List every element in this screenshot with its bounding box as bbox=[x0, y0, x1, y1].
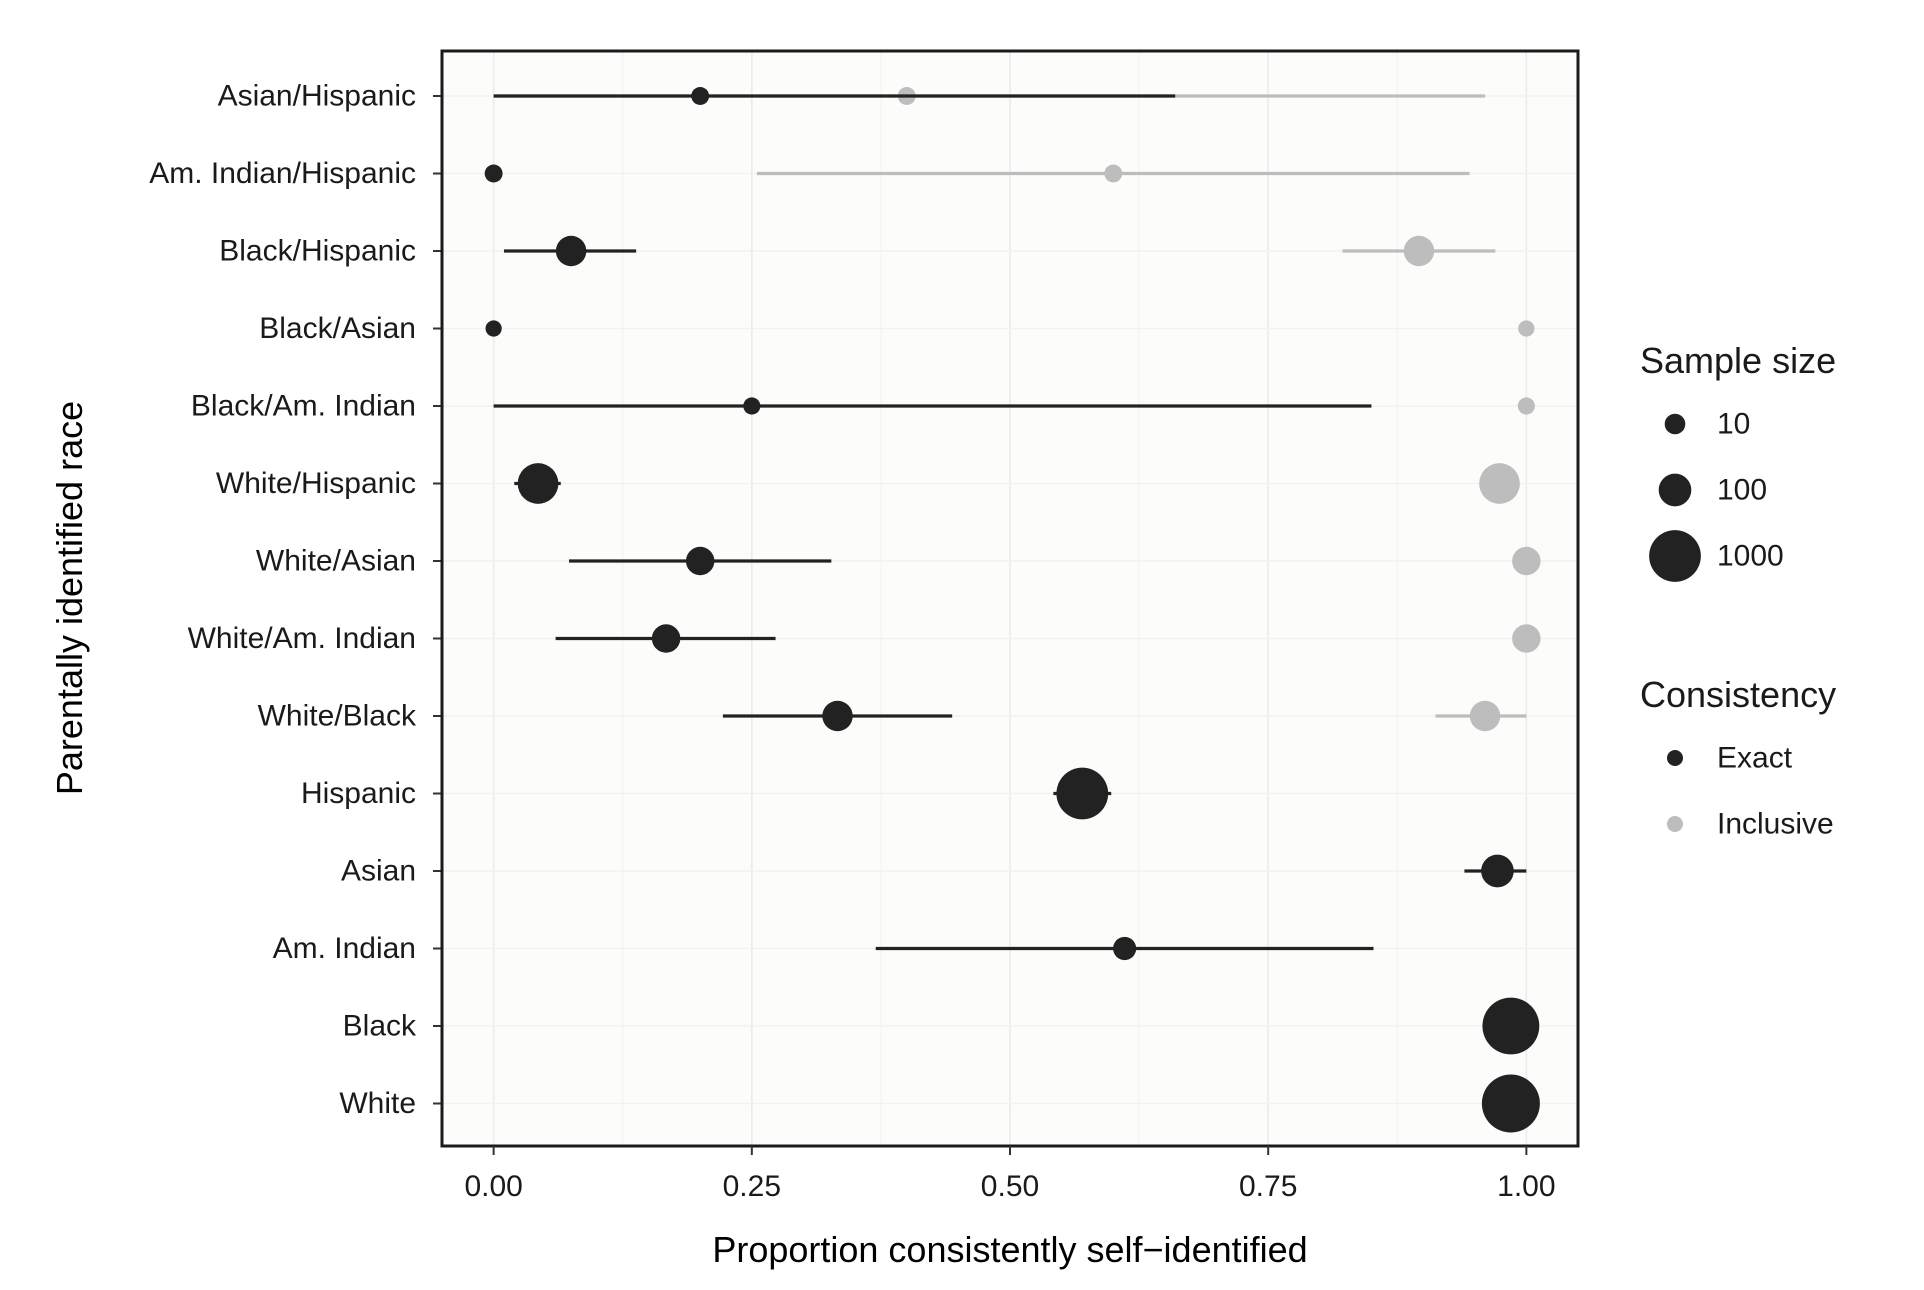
legend-size-label: 10 bbox=[1717, 408, 1750, 441]
y-tick-label: Black/Hispanic bbox=[219, 235, 416, 268]
x-axis: 0.00 0.25 0.50 0.75 1.00 bbox=[464, 1146, 1556, 1203]
data-point bbox=[1104, 164, 1123, 183]
legend-size-label: 100 bbox=[1717, 474, 1767, 507]
data-point bbox=[1481, 1074, 1540, 1133]
data-point bbox=[743, 397, 761, 415]
data-point bbox=[1469, 700, 1501, 732]
data-point bbox=[651, 624, 681, 653]
legend-size-label: 1000 bbox=[1717, 540, 1784, 573]
legend-color-key bbox=[1667, 750, 1683, 766]
legend-size-key bbox=[1664, 413, 1686, 435]
x-tick-label: 0.50 bbox=[981, 1170, 1039, 1203]
y-tick-label: White/Am. Indian bbox=[188, 622, 416, 655]
y-tick-label: Asian bbox=[341, 855, 416, 888]
data-point bbox=[517, 463, 559, 504]
data-point bbox=[1518, 320, 1535, 337]
data-point bbox=[822, 700, 853, 732]
data-point bbox=[1403, 235, 1435, 267]
data-point bbox=[484, 164, 503, 183]
data-series bbox=[484, 87, 1541, 1133]
legend-size-key bbox=[1649, 530, 1701, 582]
y-tick-label: White/Black bbox=[258, 700, 417, 733]
legend-color-items: Exact Inclusive bbox=[1667, 742, 1834, 841]
x-tick-label: 0.00 bbox=[464, 1170, 522, 1203]
data-point bbox=[1479, 463, 1520, 504]
data-point bbox=[1512, 546, 1541, 576]
y-tick-label: Asian/Hispanic bbox=[218, 80, 416, 113]
legend-color-key bbox=[1667, 816, 1683, 832]
x-tick-label: 1.00 bbox=[1497, 1170, 1555, 1203]
legend-color-label: Inclusive bbox=[1717, 808, 1834, 841]
x-axis-title: Proportion consistently self−identified bbox=[712, 1229, 1307, 1270]
y-tick-label: White/Hispanic bbox=[216, 467, 416, 500]
data-point bbox=[555, 235, 587, 267]
y-tick-label: Am. Indian/Hispanic bbox=[149, 157, 416, 190]
series-exact bbox=[484, 87, 1540, 1133]
y-tick-label: Black/Asian bbox=[259, 312, 416, 345]
y-tick-label: Am. Indian bbox=[273, 932, 416, 965]
y-tick-label: Hispanic bbox=[301, 777, 416, 810]
data-point bbox=[1512, 624, 1541, 653]
data-point bbox=[685, 546, 715, 576]
legend-color-label: Exact bbox=[1717, 742, 1793, 775]
data-point bbox=[1113, 936, 1137, 961]
data-point bbox=[1056, 767, 1109, 820]
y-tick-label: White/Asian bbox=[256, 545, 416, 578]
data-point bbox=[1517, 397, 1535, 415]
data-point bbox=[485, 320, 502, 337]
x-tick-label: 0.75 bbox=[1239, 1170, 1297, 1203]
y-axis-title: Parentally identified race bbox=[49, 401, 90, 795]
y-tick-label: Black/Am. Indian bbox=[191, 390, 416, 423]
legend: Sample size 10 100 1000 Consistency Exact I… bbox=[1640, 340, 1836, 841]
legend-size-items: 10 100 1000 bbox=[1649, 408, 1784, 582]
data-point bbox=[1482, 997, 1540, 1055]
y-tick-label: White bbox=[339, 1087, 416, 1120]
legend-color-title: Consistency bbox=[1640, 674, 1836, 715]
y-tick-label: Black bbox=[343, 1010, 417, 1043]
data-point bbox=[691, 87, 710, 105]
legend-size-title: Sample size bbox=[1640, 340, 1836, 381]
x-tick-label: 0.25 bbox=[723, 1170, 781, 1203]
legend-size-key bbox=[1658, 473, 1692, 507]
category-rows: Asian/Hispanic Am. Indian/Hispanic Black/H… bbox=[149, 80, 442, 1120]
data-point bbox=[1481, 854, 1514, 888]
